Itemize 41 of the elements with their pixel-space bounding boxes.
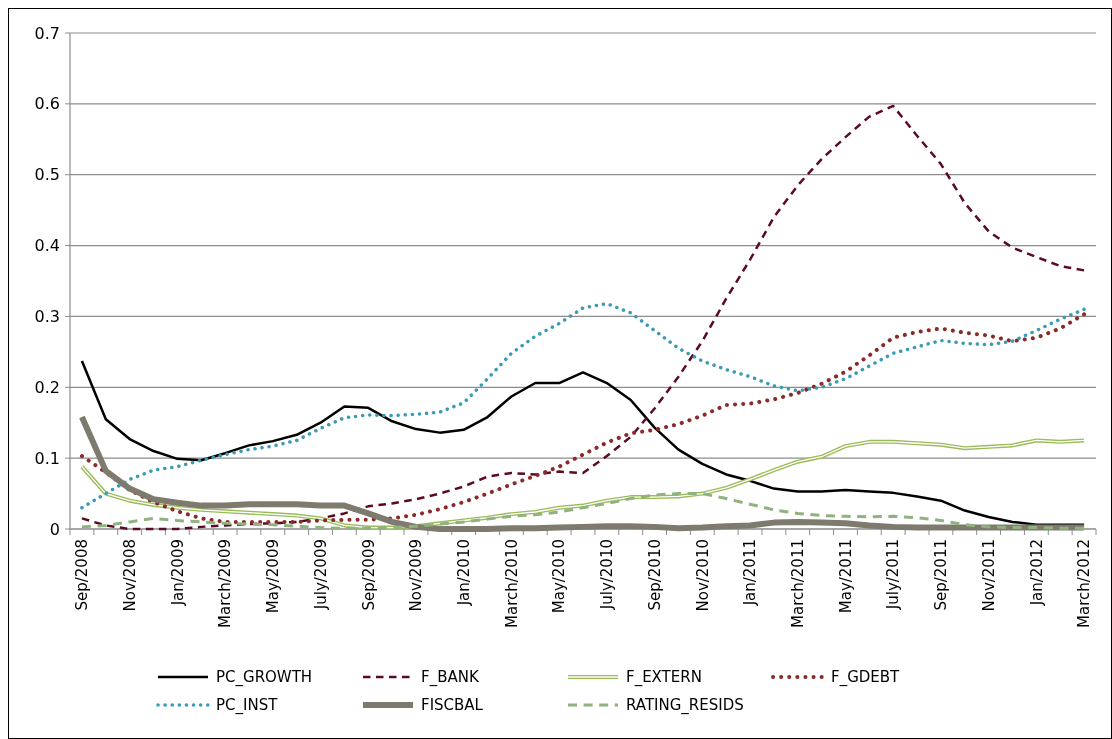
x-tick-label: Sep/2011: [932, 539, 951, 611]
x-tick-label: Jan/2009: [168, 539, 187, 607]
legend-label: PC_INST: [216, 696, 279, 716]
line-series: [80, 359, 1086, 526]
x-tick-label: March/2011: [788, 539, 807, 628]
legend-label: RATING_RESIDS: [626, 696, 744, 716]
x-tick-label: July/2010: [598, 539, 617, 611]
y-tick-label: 0.4: [34, 236, 60, 256]
x-tick-label: Jan/2012: [1027, 539, 1046, 607]
x-tick-label: Sep/2009: [359, 539, 378, 611]
line-series: [80, 104, 1086, 531]
x-tick-label: Nov/2008: [120, 539, 139, 612]
x-tick-label: March/2012: [1075, 539, 1094, 628]
x-tick-label: Nov/2010: [693, 539, 712, 612]
x-tick-label: May/2011: [836, 539, 855, 614]
x-tick-label: Sep/2010: [645, 539, 664, 611]
x-tick-label: May/2009: [264, 539, 283, 614]
legend-label: F_EXTERN: [626, 668, 702, 688]
x-tick-label: Jan/2011: [741, 539, 760, 607]
x-tick-label: March/2009: [216, 539, 235, 628]
legend-label: PC_GROWTH: [216, 668, 313, 688]
y-tick-label: 0.2: [34, 377, 60, 397]
x-tick-label: Nov/2011: [979, 539, 998, 612]
x-tick-label: Nov/2009: [407, 539, 426, 612]
y-tick-label: 0: [49, 519, 60, 539]
legend-label: FISCBAL: [421, 696, 484, 715]
y-tick-label: 0.6: [34, 94, 60, 114]
y-tick-label: 0.3: [34, 307, 60, 327]
x-tick-label: March/2010: [502, 539, 521, 628]
x-tick-label: Jan/2010: [454, 539, 473, 607]
x-tick-label: July/2011: [884, 539, 903, 611]
legend-label: F_BANK: [421, 668, 480, 688]
legend-label: F_GDEBT: [831, 668, 901, 688]
y-tick-label: 0.7: [34, 23, 60, 43]
x-tick-label: July/2009: [311, 539, 330, 611]
x-tick-label: Sep/2008: [73, 539, 92, 611]
y-tick-label: 0.1: [34, 448, 60, 468]
y-tick-label: 0.5: [34, 165, 60, 185]
x-tick-label: May/2010: [550, 539, 569, 614]
line-series: [79, 438, 1087, 530]
line-series: [80, 492, 1086, 530]
